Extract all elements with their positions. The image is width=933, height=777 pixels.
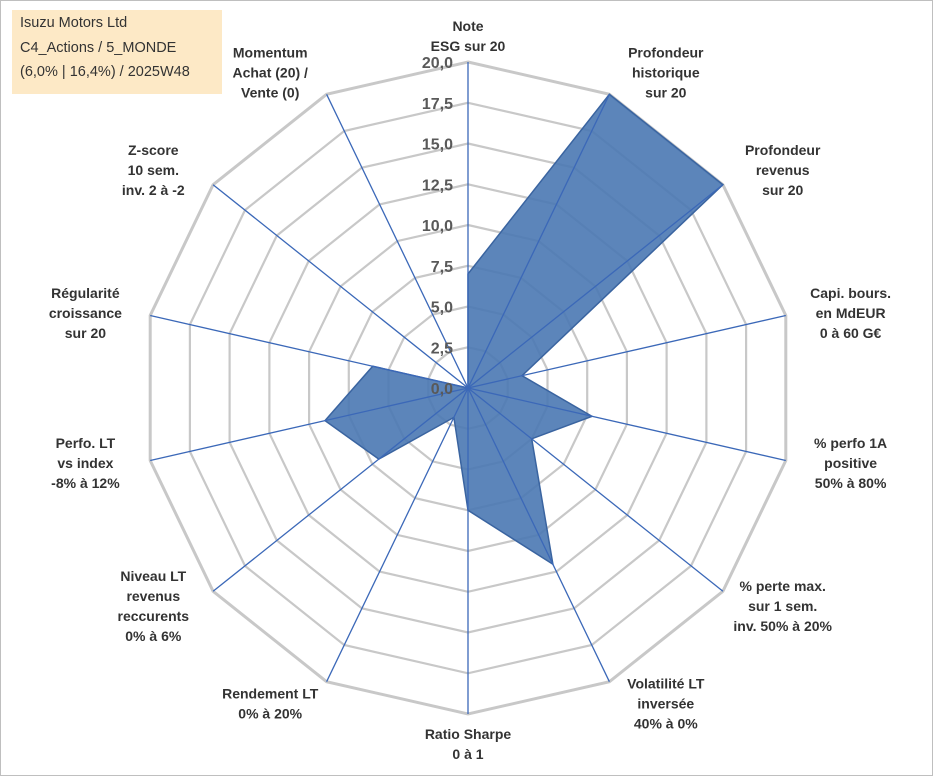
axis-label: Rendement LT	[222, 685, 319, 701]
axis-label: Capi. bours.	[810, 285, 891, 301]
tick-label: 2,5	[431, 340, 453, 357]
axis-label: 40% à 0%	[634, 715, 698, 731]
tick-label: 15,0	[422, 137, 453, 154]
axis-label: inv. 2 à -2	[122, 182, 185, 198]
title-stats: (6,0% | 16,4%) / 2025W48	[20, 64, 190, 80]
label-layer: Note ESG sur 20 Profondeur historique sur 20…	[49, 18, 891, 762]
axis-label: Volatilité LT	[627, 675, 705, 691]
axis-label: sur 1 sem.	[748, 598, 817, 614]
tick-label: 20,0	[422, 55, 453, 72]
axis-label: en MdEUR	[816, 305, 886, 321]
axis-spoke	[467, 184, 724, 389]
axis-spoke	[212, 387, 469, 592]
axis-spoke	[150, 387, 469, 462]
axis-spoke	[326, 94, 469, 389]
axis-label: sur 20	[645, 85, 686, 101]
axis-label: sur 20	[762, 182, 803, 198]
series-area	[323, 93, 725, 566]
axis-spoke	[212, 184, 469, 389]
data-layer	[323, 93, 725, 566]
axis-label: croissance	[49, 305, 122, 321]
title-box: Isuzu Motors Ltd C4_Actions / 5_MONDE (6…	[12, 10, 222, 94]
axis-spoke	[467, 314, 786, 389]
axis-label: inv. 50% à 20%	[733, 618, 832, 634]
axis-label: historique	[632, 65, 700, 81]
axis-label: 0 à 60 G€	[820, 325, 882, 341]
title-company: Isuzu Motors Ltd	[20, 15, 128, 31]
title-category: C4_Actions / 5_MONDE	[20, 39, 177, 56]
axis-label: 0% à 6%	[125, 628, 182, 644]
axis-spoke	[467, 387, 724, 592]
tick-label: 17,5	[422, 96, 453, 113]
axis-label: Z-score	[128, 142, 179, 158]
axis-label: Ratio Sharpe	[425, 726, 512, 742]
axis-label: revenus	[126, 588, 180, 604]
axis-label: inversée	[637, 695, 694, 711]
axis-label: sur 20	[65, 325, 106, 341]
axis-label: reccurents	[118, 608, 190, 624]
axis-label: Vente (0)	[241, 85, 299, 101]
axis-spoke	[467, 387, 610, 682]
axis-label: 10 sem.	[128, 162, 179, 178]
tick-label: 5,0	[431, 300, 453, 317]
axis-label: vs index	[57, 455, 113, 471]
axis-label: -8% à 12%	[51, 475, 120, 491]
spoke-layer	[150, 62, 786, 714]
axis-label: Perfo. LT	[56, 435, 116, 451]
tick-label: 0,0	[431, 381, 453, 398]
axis-label: 0% à 20%	[238, 705, 302, 721]
axis-spoke	[467, 94, 610, 389]
axis-label: % perte max.	[740, 578, 826, 594]
tick-label: 12,5	[422, 177, 453, 194]
axis-label: Achat (20) /	[232, 65, 308, 81]
axis-label: ESG sur 20	[431, 38, 506, 54]
axis-label: % perfo 1A	[814, 435, 887, 451]
axis-label: Momentum	[233, 45, 308, 61]
tick-layer: 0,0 2,5 5,0 7,5 10,0 12,5 15,0 17,5 20,0	[422, 55, 453, 398]
axis-label: Note	[452, 18, 483, 34]
tick-label: 10,0	[422, 218, 453, 235]
tick-label: 7,5	[431, 259, 453, 276]
axis-spoke	[150, 314, 469, 389]
axis-label: 50% à 80%	[815, 475, 887, 491]
axis-label: positive	[824, 455, 877, 471]
axis-label: Niveau LT	[120, 568, 186, 584]
axis-spoke	[326, 387, 469, 682]
axis-label: 0 à 1	[452, 746, 483, 762]
axis-spoke	[467, 387, 786, 462]
axis-label: Profondeur	[745, 142, 821, 158]
axis-label: revenus	[756, 162, 810, 178]
axis-label: Régularité	[51, 285, 120, 301]
axis-label: Profondeur	[628, 45, 704, 61]
